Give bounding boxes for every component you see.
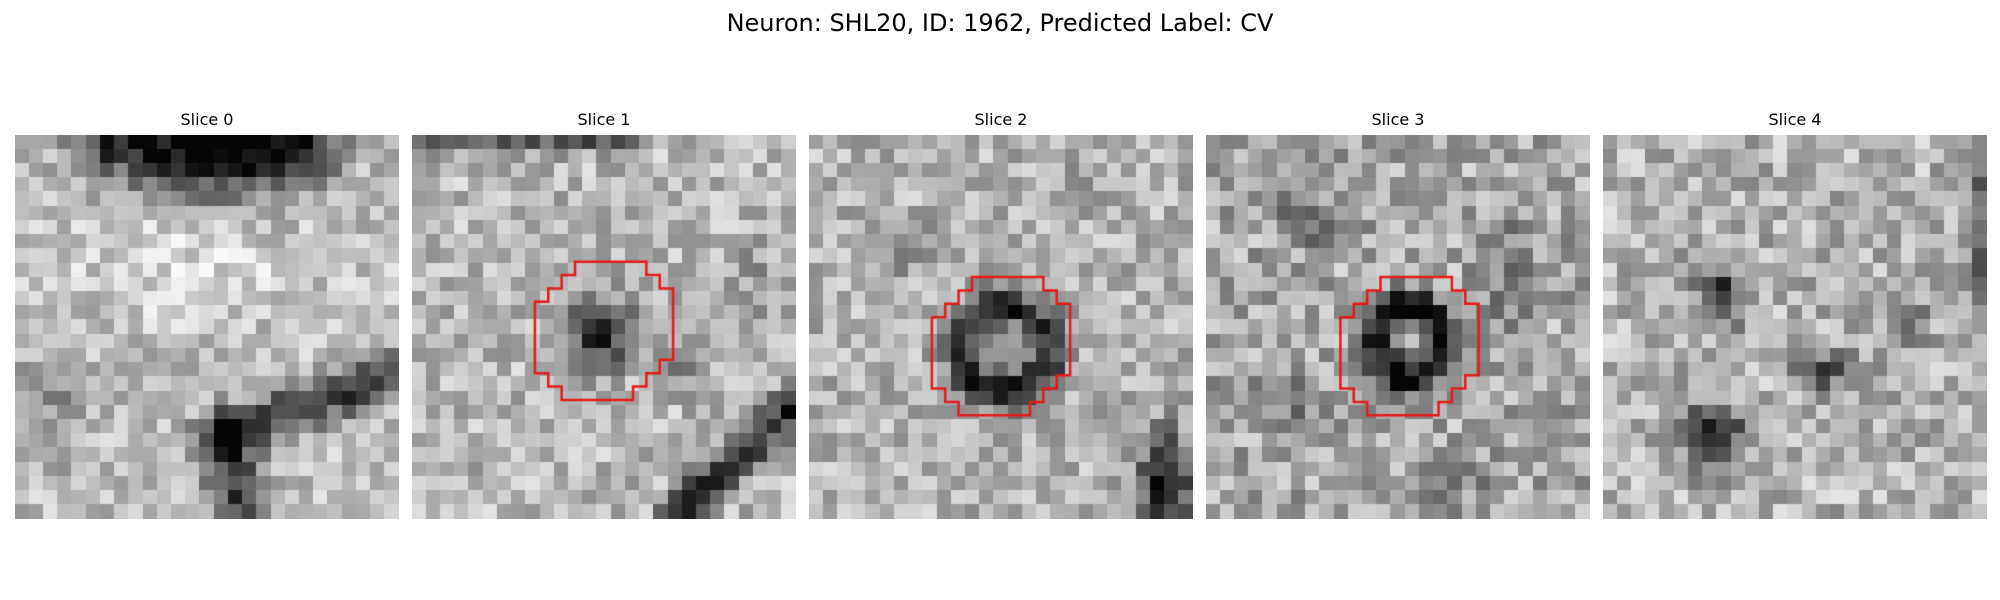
slice-title: Slice 4 [1768,110,1822,129]
slice-panel-2: Slice 2 [809,108,1193,519]
slice-title: Slice 0 [180,110,234,129]
slice-title: Slice 1 [577,110,631,129]
slice-title: Slice 3 [1371,110,1425,129]
slice-image [412,135,796,519]
figure-title: Neuron: SHL20, ID: 1962, Predicted Label… [726,9,1274,37]
slice-title: Slice 2 [974,110,1028,129]
slice-panel-4: Slice 4 [1603,108,1987,519]
slice-image [15,135,399,519]
slice-image [1206,135,1590,519]
slice-panel-0: Slice 0 [15,108,399,519]
slice-image [1603,135,1987,519]
slice-panel-3: Slice 3 [1206,108,1590,519]
slice-image [809,135,1193,519]
slice-panel-1: Slice 1 [412,108,796,519]
